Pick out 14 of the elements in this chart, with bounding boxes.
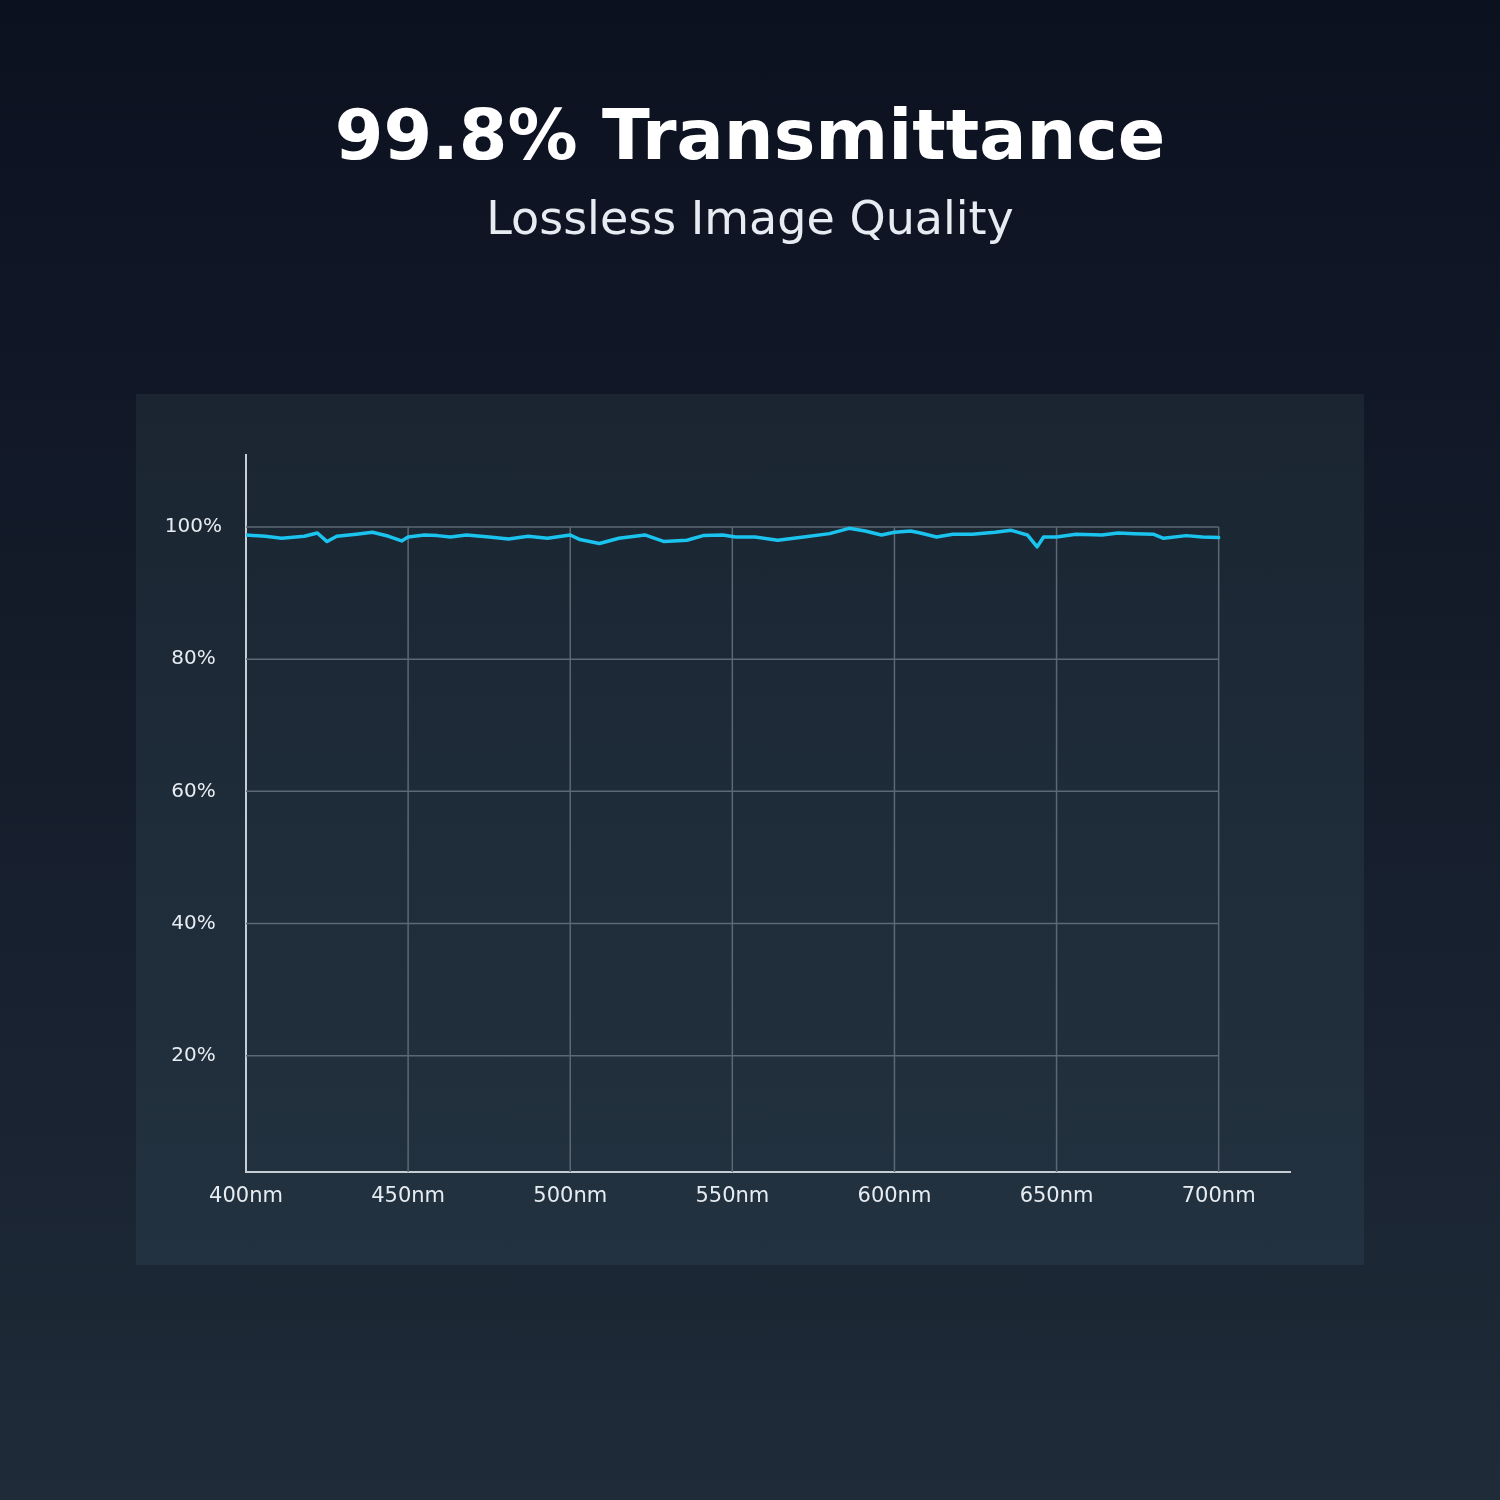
chart-subtitle: Lossless Image Quality [485,190,1015,246]
x-tick-label: 550nm [695,1183,770,1208]
y-tick-label: 80% [171,645,216,670]
y-tick-label: 20% [171,1041,216,1066]
x-tick-label: 500nm [533,1183,608,1208]
chart-title: 99.8% Transmittance [333,94,1167,176]
x-tick-label: 700nm [1181,1183,1256,1208]
y-tick-label: 60% [171,777,216,802]
y-tick-label: 100% [164,513,222,538]
y-tick-label: 40% [171,909,216,934]
x-tick-label: 400nm [209,1183,283,1208]
x-tick-label: 600nm [857,1183,932,1208]
x-tick-label: 650nm [1019,1183,1094,1208]
x-tick-label: 450nm [371,1183,446,1208]
